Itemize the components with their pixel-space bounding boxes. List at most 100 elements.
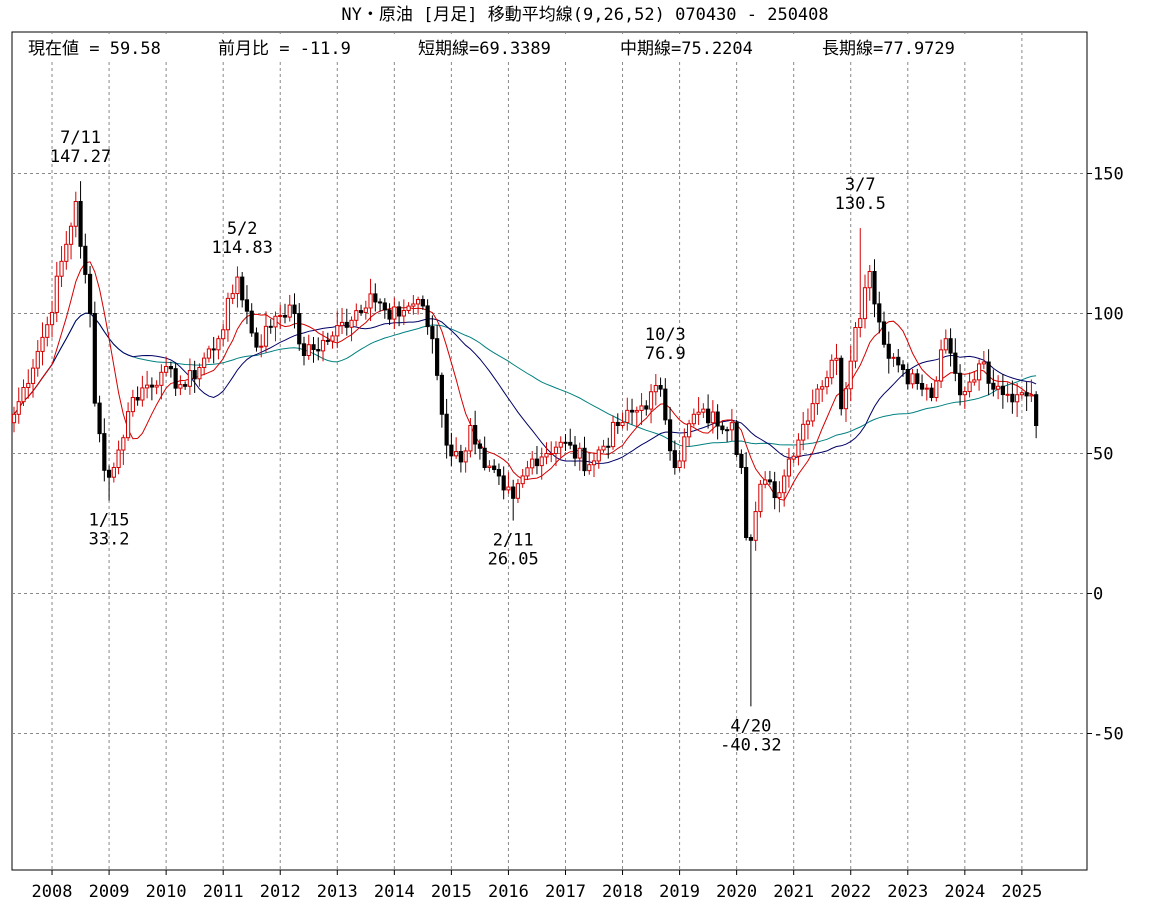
candle — [126, 402, 131, 441]
candle-body — [953, 352, 958, 374]
candle — [406, 302, 411, 314]
candle — [435, 324, 440, 381]
candle-body — [587, 464, 592, 472]
candle — [848, 345, 853, 402]
candle-body — [449, 444, 454, 457]
candle — [924, 384, 929, 401]
candle-body — [686, 423, 692, 438]
candle-body — [839, 357, 844, 410]
candle-body — [73, 201, 78, 227]
candle-body — [691, 413, 696, 425]
candle — [953, 338, 958, 382]
candle-body — [21, 387, 26, 403]
candle-body — [1000, 385, 1005, 396]
candle — [563, 434, 568, 451]
candle-body — [972, 379, 977, 383]
candle-body — [568, 441, 573, 446]
candle-body — [477, 443, 483, 449]
stat-short-ma: 短期線=69.3389 — [418, 39, 551, 59]
candle-body — [216, 338, 221, 351]
candle — [135, 386, 140, 406]
candle-body — [896, 356, 901, 366]
candle — [886, 331, 891, 374]
candle — [473, 410, 478, 455]
candle — [116, 440, 121, 475]
candle — [430, 315, 435, 354]
candle-body — [130, 397, 135, 413]
candle — [368, 278, 373, 322]
candle-body — [292, 304, 297, 315]
candle — [1005, 382, 1010, 403]
candle-body — [938, 349, 944, 382]
candle — [197, 363, 202, 387]
candle — [929, 383, 934, 402]
candle — [596, 446, 601, 469]
x-tick-label: 2018 — [602, 882, 643, 902]
candle — [620, 412, 625, 429]
candle — [767, 470, 773, 485]
candle-body — [202, 357, 207, 368]
candle — [834, 343, 839, 376]
candle-body — [610, 421, 616, 448]
y-tick-label: 0 — [1093, 585, 1103, 605]
candle-body — [672, 450, 677, 468]
candle — [468, 418, 473, 458]
candle — [511, 479, 516, 521]
candle-body — [49, 311, 55, 326]
candle — [601, 439, 606, 453]
extreme-annotation: 4/20-40.32 — [720, 716, 781, 755]
candle — [544, 442, 549, 465]
candle-body — [653, 385, 658, 393]
candle-body — [35, 350, 40, 369]
candle — [896, 348, 901, 373]
candle-body — [339, 321, 345, 327]
candle — [772, 471, 777, 510]
candle-body — [558, 441, 563, 448]
candle-body — [696, 411, 701, 415]
candle-body — [772, 481, 777, 499]
candle — [572, 436, 578, 467]
candle — [306, 334, 311, 360]
candle-body — [468, 425, 473, 452]
candle — [49, 300, 55, 338]
candle-body — [83, 245, 88, 275]
candle-body — [26, 382, 31, 389]
candle-body — [824, 377, 830, 388]
candle — [387, 303, 392, 325]
candle-body — [877, 303, 882, 323]
candle — [282, 303, 288, 324]
x-tick-label: 2008 — [32, 882, 73, 902]
annotation-date: 5/2 — [227, 219, 258, 239]
candle-body — [358, 310, 364, 313]
candle-body — [786, 458, 792, 477]
candle — [506, 472, 511, 494]
candle-body — [1005, 393, 1010, 396]
axes: 150 100 50 0 -50 2008 2009 2010 2011 2012 2013 2014… — [32, 165, 1124, 903]
x-tick-label: 2016 — [488, 882, 529, 902]
candle — [102, 418, 107, 482]
annotation-value: 76.9 — [645, 344, 686, 364]
candle-body — [263, 325, 269, 347]
candle — [477, 439, 483, 460]
candle — [858, 228, 863, 338]
candle-body — [254, 332, 259, 348]
x-tick-label: 2015 — [431, 882, 472, 902]
candle — [820, 380, 825, 402]
candle — [59, 246, 64, 288]
candle — [159, 364, 164, 400]
candle-body — [430, 326, 435, 340]
candle — [725, 426, 730, 443]
candle — [145, 370, 150, 399]
candle-body — [520, 475, 525, 485]
candle — [625, 397, 630, 431]
candle-body — [145, 384, 150, 389]
candle — [682, 428, 687, 469]
candle-body — [620, 421, 625, 426]
x-tick-label: 2012 — [260, 882, 301, 902]
candle — [192, 360, 197, 393]
candle-body — [739, 453, 744, 469]
candle-body — [720, 425, 725, 431]
stat-monthly-change: 前月比 = -11.9 — [218, 39, 351, 59]
candle-body — [629, 409, 635, 413]
candle — [330, 331, 335, 349]
